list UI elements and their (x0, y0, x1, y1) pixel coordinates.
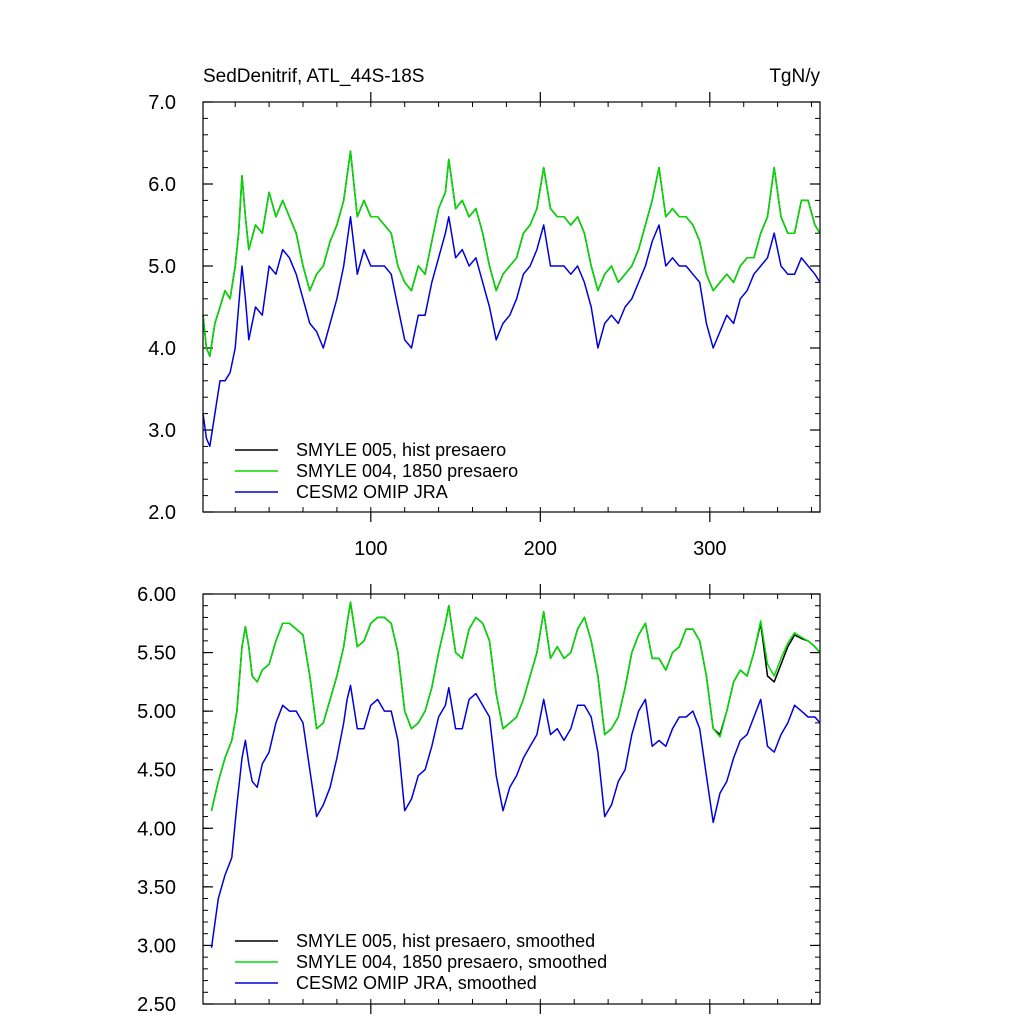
bottom-panel-series (210, 601, 821, 948)
series-line-0 (202, 150, 821, 357)
y-tick-label: 7.0 (148, 92, 176, 114)
y-tick-label: 3.0 (148, 420, 176, 442)
legend-label: CESM2 OMIP JRA (296, 482, 448, 502)
legend-label: SMYLE 005, hist presaero, smoothed (296, 931, 595, 951)
legend-label: SMYLE 004, 1850 presaero (296, 461, 518, 481)
series-line-1 (210, 601, 821, 811)
y-tick-label: 2.0 (148, 502, 176, 524)
y-tick-label: 4.50 (137, 760, 176, 782)
y-tick-label: 3.00 (137, 935, 176, 957)
series-line-2 (202, 216, 821, 448)
x-tick-label: 200 (524, 538, 557, 560)
legend-label: SMYLE 004, 1850 presaero, smoothed (296, 952, 607, 972)
series-line-0 (210, 601, 821, 811)
bottom-panel: 2.50 3.00 3.50 4.00 4.50 5.00 5.50 6.00 SMYLE 0… (137, 584, 821, 1016)
x-tick-label: 300 (693, 538, 726, 560)
bottom-panel-legend: SMYLE 005, hist presaero, smoothedSMYLE … (235, 931, 607, 993)
bottom-panel-frame (202, 593, 821, 1005)
y-tick-label: 4.0 (148, 338, 176, 360)
bottom-panel-ticks: 2.50 3.00 3.50 4.00 4.50 5.00 5.50 6.00 (137, 584, 820, 1016)
legend-label: CESM2 OMIP JRA, smoothed (296, 973, 537, 993)
y-tick-label: 6.0 (148, 174, 176, 196)
legend-label: SMYLE 005, hist presaero (296, 440, 506, 460)
top-panel: SedDenitrif, ATL_44S-18S TgN/y 100 200 300… (148, 66, 821, 560)
y-tick-label: 4.00 (137, 818, 176, 840)
series-line-2 (210, 684, 821, 948)
y-tick-label: 5.00 (137, 701, 176, 723)
series-line-1 (202, 150, 821, 357)
y-tick-label: 5.0 (148, 256, 176, 278)
y-tick-label: 6.00 (137, 584, 176, 606)
y-tick-label: 5.50 (137, 643, 176, 665)
y-tick-label: 2.50 (137, 994, 176, 1016)
top-panel-frame (202, 101, 821, 513)
y-tick-label: 3.50 (137, 877, 176, 899)
top-panel-ticks: 100 200 300 2.0 3.0 4.0 5.0 6.0 7.0 (148, 92, 820, 560)
x-tick-label: 100 (354, 538, 387, 560)
top-panel-title: SedDenitrif, ATL_44S-18S (203, 66, 424, 87)
top-panel-series (202, 150, 821, 448)
top-panel-units: TgN/y (769, 66, 820, 87)
